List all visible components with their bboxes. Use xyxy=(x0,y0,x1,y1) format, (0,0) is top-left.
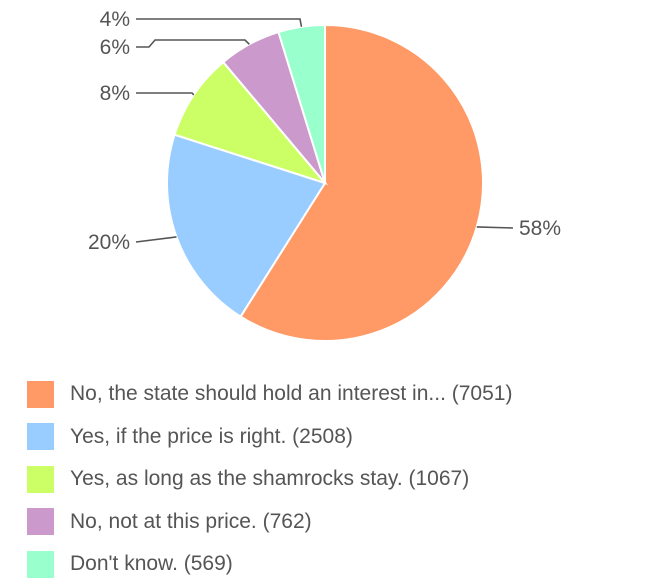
legend-label: Don't know. (569) xyxy=(70,552,233,576)
legend-item: No, the state should hold an interest in… xyxy=(27,373,637,416)
percent-label: 20% xyxy=(88,231,130,254)
legend-swatch xyxy=(27,380,54,408)
legend-swatch xyxy=(27,465,54,493)
legend-label: Yes, if the price is right. (2508) xyxy=(70,424,353,448)
leader-line xyxy=(135,236,177,243)
percent-label: 4% xyxy=(100,8,130,31)
legend-label: No, the state should hold an interest in… xyxy=(70,382,513,406)
leader-line xyxy=(136,92,195,96)
pie-slice xyxy=(166,133,327,318)
percent-label: 58% xyxy=(519,217,561,240)
legend-swatch xyxy=(27,550,54,578)
percent-label: 6% xyxy=(100,36,130,59)
percent-label: 8% xyxy=(100,82,130,105)
legend-item: Yes, as long as the shamrocks stay. (106… xyxy=(27,458,637,501)
pie-slice xyxy=(173,60,329,186)
pie-chart-svg: 58% 20% 8% 6% 4% xyxy=(88,8,561,342)
legend-swatch xyxy=(27,423,54,451)
chart-legend: No, the state should hold an interest in… xyxy=(27,373,637,586)
legend-swatch xyxy=(27,508,54,536)
leader-line xyxy=(136,18,303,27)
pie-slice xyxy=(277,23,326,184)
legend-item: Don't know. (569) xyxy=(27,543,637,586)
legend-label: No, not at this price. (762) xyxy=(70,509,312,533)
legend-label: Yes, as long as the shamrocks stay. (106… xyxy=(70,467,470,491)
legend-item: No, not at this price. (762) xyxy=(27,501,637,544)
leader-line xyxy=(476,226,514,229)
legend-item: Yes, if the price is right. (2508) xyxy=(27,416,637,459)
leader-line xyxy=(136,39,250,48)
pie-chart: 58% 20% 8% 6% 4% xyxy=(88,8,561,342)
